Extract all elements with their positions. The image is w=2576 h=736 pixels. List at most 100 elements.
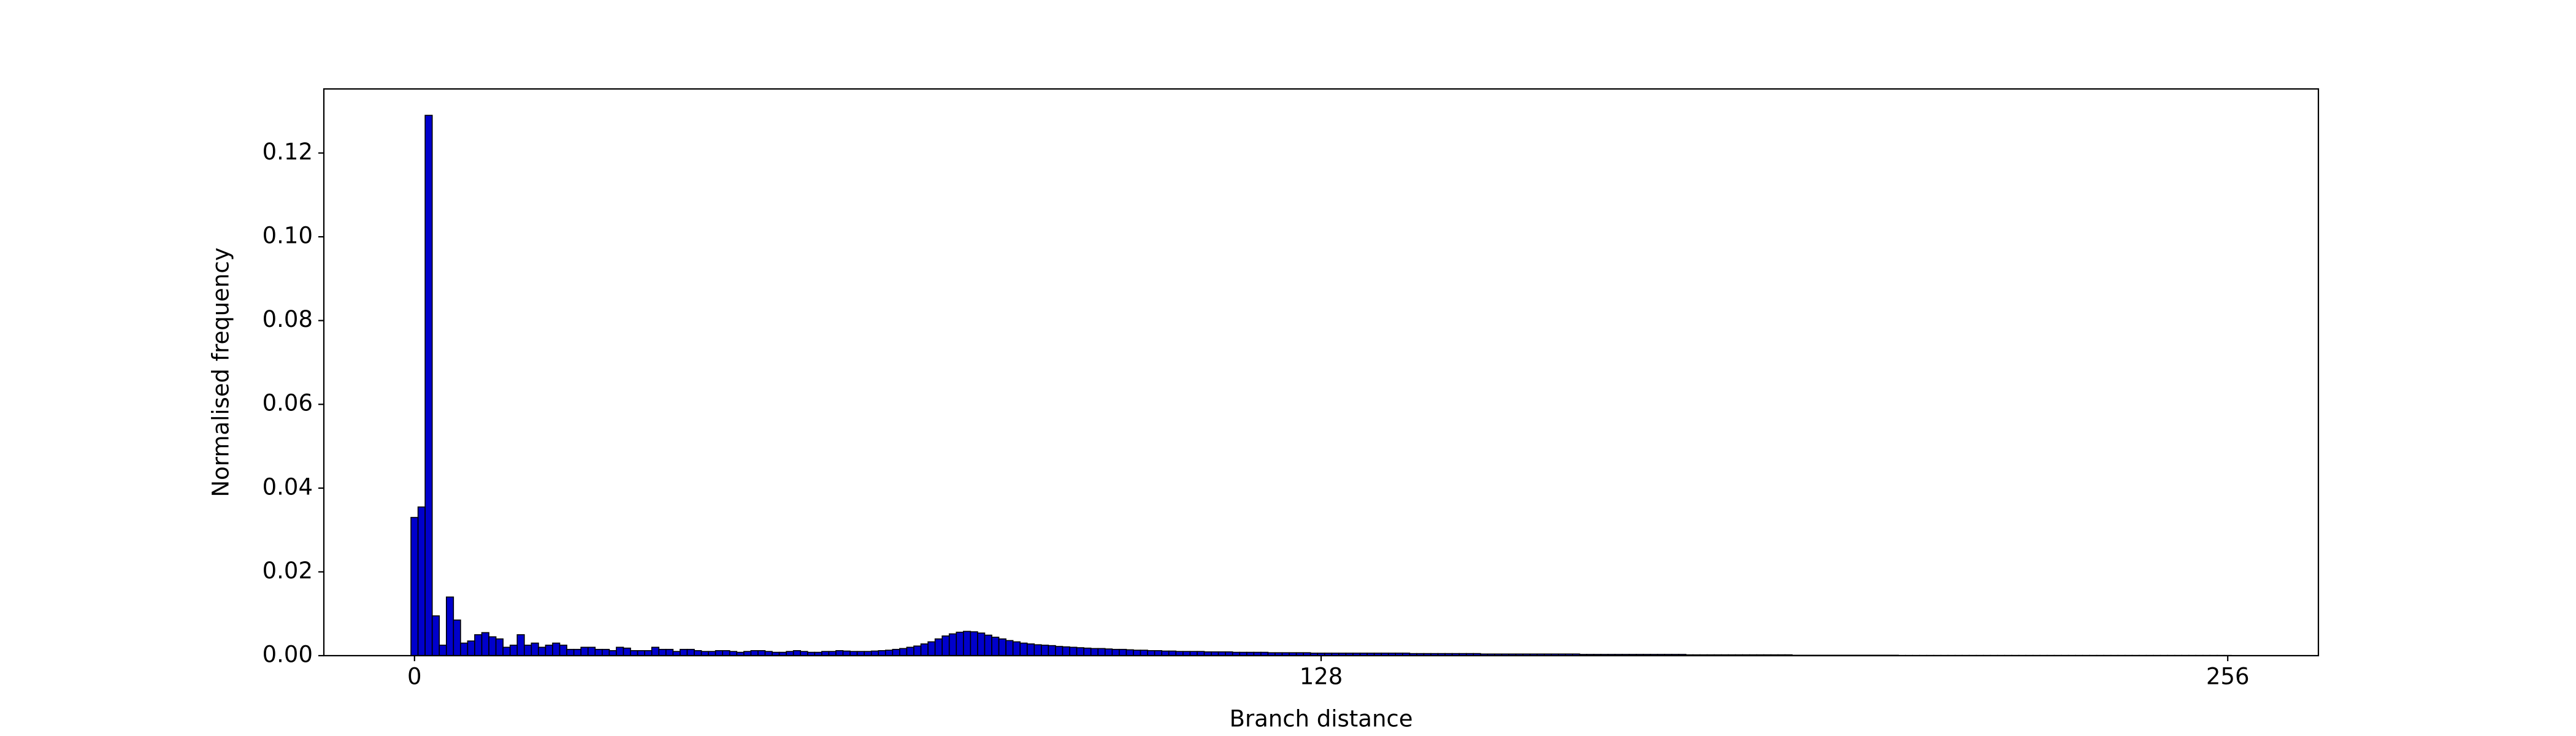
bar	[998, 638, 1006, 656]
bar	[956, 631, 964, 656]
bar	[538, 646, 546, 656]
bar	[445, 596, 454, 656]
bar	[516, 634, 525, 656]
bar	[1069, 646, 1078, 656]
bar	[906, 646, 914, 656]
bar	[488, 636, 497, 656]
bar	[963, 631, 972, 656]
bar	[1140, 650, 1148, 656]
bar	[686, 648, 695, 656]
bar	[899, 648, 908, 656]
y-tick-label: 0.06	[263, 390, 313, 416]
bar	[431, 615, 440, 656]
bar	[934, 638, 943, 656]
bar	[680, 648, 688, 656]
bar	[545, 645, 553, 656]
bar	[651, 646, 660, 656]
bar	[623, 647, 631, 656]
bar	[1083, 647, 1092, 656]
bar	[453, 619, 461, 656]
bar	[524, 645, 532, 656]
bar	[509, 645, 518, 656]
bar	[587, 646, 596, 656]
bar	[1154, 650, 1162, 656]
bar	[948, 633, 957, 656]
bar	[842, 650, 851, 656]
bar	[1048, 645, 1056, 656]
y-tick-label: 0.10	[263, 223, 313, 249]
bar	[1012, 641, 1021, 656]
bar	[1041, 645, 1049, 656]
bar	[1062, 646, 1070, 656]
bar	[616, 646, 624, 656]
bar	[1005, 640, 1014, 656]
bar	[1097, 648, 1106, 656]
y-tick-label: 0.04	[263, 473, 313, 500]
bar	[594, 648, 603, 656]
bar	[1119, 648, 1127, 656]
bar	[750, 650, 759, 656]
bar	[1026, 643, 1035, 656]
bar	[892, 648, 900, 656]
y-tick-label: 0.00	[263, 642, 313, 668]
bar	[1090, 648, 1099, 656]
bar	[941, 635, 950, 656]
bar	[1055, 646, 1064, 656]
bar	[870, 650, 880, 656]
bar	[1133, 650, 1141, 656]
bar	[559, 645, 567, 656]
bar	[531, 642, 539, 656]
x-tick-label: 0	[407, 664, 422, 690]
bar	[884, 650, 894, 656]
y-tick-label: 0.12	[263, 139, 313, 165]
bar	[878, 650, 886, 656]
bar	[658, 648, 667, 656]
bar	[644, 650, 653, 656]
bar	[417, 506, 426, 656]
bar	[439, 645, 447, 656]
bar	[1161, 650, 1170, 656]
bar	[792, 650, 802, 656]
bar	[1168, 650, 1177, 656]
bar	[1033, 644, 1042, 656]
bar	[970, 631, 978, 656]
bar	[694, 650, 702, 656]
bar	[460, 642, 469, 656]
bar	[1076, 647, 1084, 656]
bar	[927, 641, 936, 656]
bar	[474, 634, 483, 656]
bar	[920, 643, 929, 656]
bar	[1019, 642, 1028, 656]
bar	[602, 648, 610, 656]
y-axis-label: Normalised frequency	[208, 247, 234, 497]
x-tick-label: 128	[1300, 664, 1343, 690]
bar	[608, 650, 617, 656]
bar	[1147, 650, 1156, 656]
bar	[552, 642, 561, 656]
bar	[977, 632, 986, 656]
bar	[991, 637, 1000, 656]
bar	[757, 650, 766, 656]
bar	[1111, 648, 1120, 656]
bar	[580, 646, 589, 656]
x-axis-label: Branch distance	[1229, 706, 1413, 732]
bar	[502, 646, 511, 656]
bar	[1125, 649, 1134, 656]
bar	[481, 632, 489, 656]
bar	[630, 650, 638, 656]
bar	[573, 648, 582, 656]
bar	[467, 640, 475, 656]
bar	[913, 645, 922, 656]
bar	[835, 650, 844, 656]
bar	[1104, 648, 1113, 656]
bar	[715, 650, 723, 656]
bar	[566, 648, 575, 656]
bar	[495, 638, 504, 656]
bar	[424, 115, 433, 656]
bar	[665, 648, 674, 656]
bar	[722, 650, 730, 656]
bar	[410, 516, 419, 656]
y-tick-label: 0.08	[263, 306, 313, 332]
